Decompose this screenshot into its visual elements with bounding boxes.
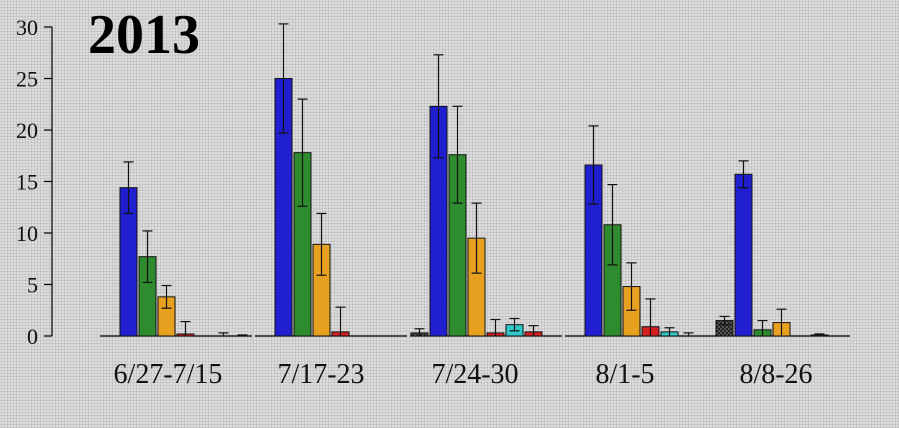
y-tick-label: 15 [16,170,38,195]
chart-title: 2013 [88,4,200,66]
y-tick-label: 30 [16,15,38,40]
y-tick-label: 0 [27,324,38,349]
category-label: 7/24-30 [431,359,518,390]
category-label: 6/27-7/15 [114,359,223,390]
y-tick-label: 25 [16,67,38,92]
category-label: 8/8-26 [739,359,812,390]
y-tick-label: 5 [27,273,38,298]
y-tick-label: 20 [16,118,38,143]
category-label: 7/17-23 [277,359,364,390]
y-tick-label: 10 [16,221,38,246]
bar [734,173,753,337]
category-label: 8/1-5 [595,359,654,390]
